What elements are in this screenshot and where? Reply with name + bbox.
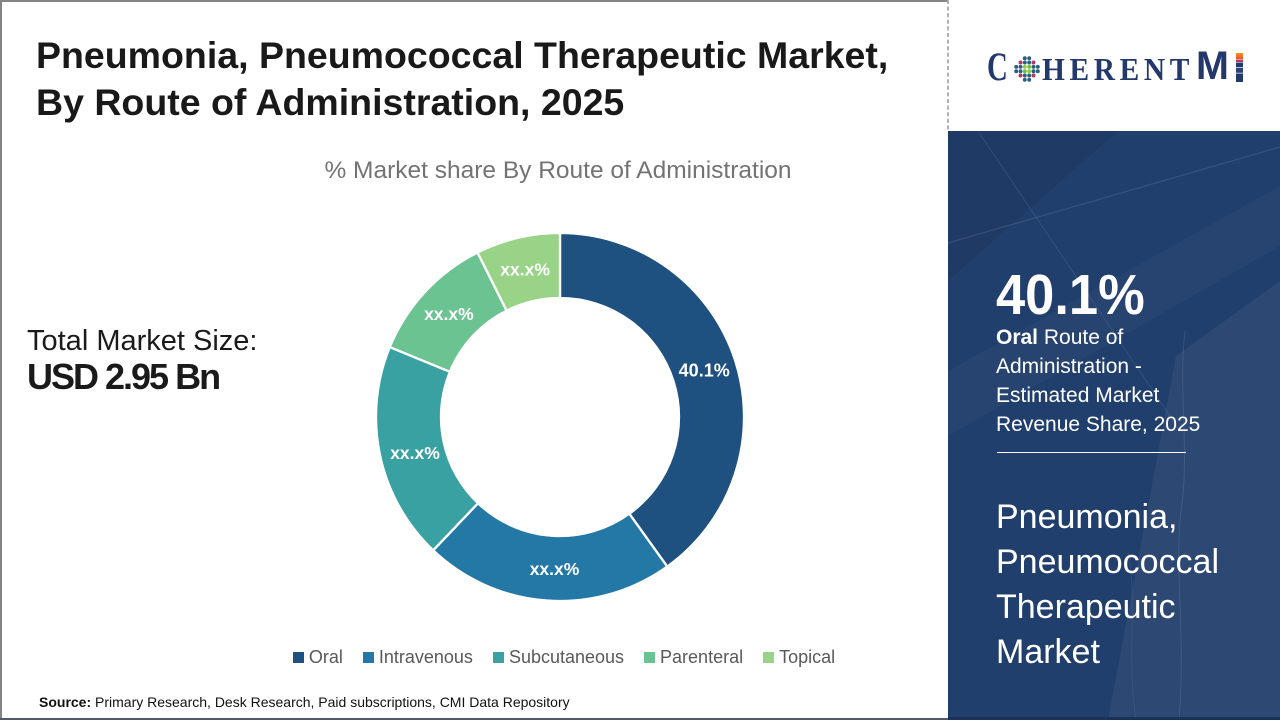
- svg-text:xx.x%: xx.x%: [530, 559, 580, 579]
- svg-text:xx.x%: xx.x%: [390, 443, 440, 463]
- svg-text:xx.x%: xx.x%: [500, 260, 550, 280]
- svg-text:xx.x%: xx.x%: [424, 304, 474, 324]
- svg-text:40.1%: 40.1%: [679, 361, 730, 381]
